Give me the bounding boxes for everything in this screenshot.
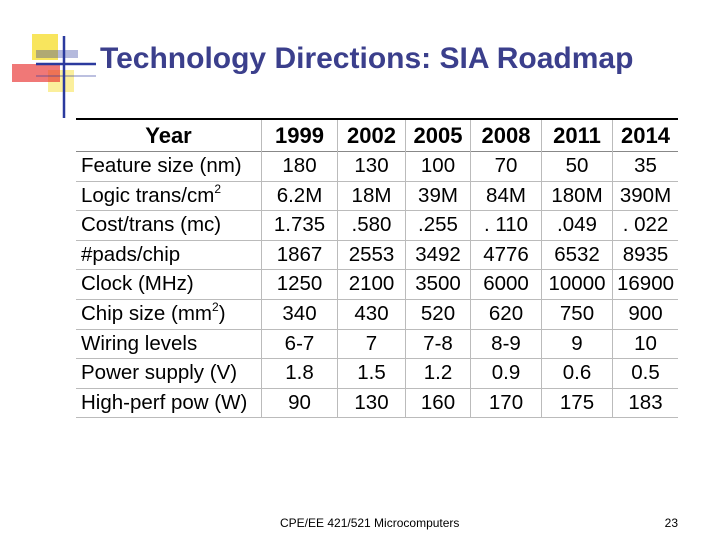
table-cell: 6-7	[261, 328, 338, 359]
row-label: #pads/chip	[76, 239, 262, 270]
slide-title: Technology Directions: SIA Roadmap	[100, 42, 634, 75]
table-header-row: Year 1999 2002 2005 2008 2011 2014	[76, 118, 678, 152]
table-cell: 1.8	[261, 358, 338, 389]
table-cell: 16900	[612, 269, 678, 300]
table-cell: 900	[612, 298, 678, 330]
table-cell: 10000	[541, 269, 613, 300]
row-label: Chip size (mm2)	[76, 298, 262, 330]
table-cell: 35	[612, 151, 678, 182]
table-row: Wiring levels 6-7 7 7-8 8-9 9 10	[76, 328, 678, 359]
table-cell: 160	[405, 387, 471, 419]
table-cell: . 110	[470, 210, 542, 241]
table-cell: 100	[405, 151, 471, 182]
header-cell-year: Year	[76, 118, 262, 152]
table-cell: 390M	[612, 180, 678, 211]
table-row: High-perf pow (W) 90 130 160 170 175 183	[76, 387, 678, 419]
table-row: Feature size (nm) 180 130 100 70 50 35	[76, 151, 678, 182]
table-cell: 0.5	[612, 358, 678, 389]
table-cell: 180M	[541, 180, 613, 211]
table-cell: 8-9	[470, 328, 542, 359]
table-row: Chip size (mm2) 340 430 520 620 750 900	[76, 298, 678, 330]
table-row: #pads/chip 1867 2553 3492 4776 6532 8935	[76, 239, 678, 270]
table-cell: . 022	[612, 210, 678, 241]
table-cell: 2553	[337, 239, 406, 270]
table-cell: 84M	[470, 180, 542, 211]
table-cell: .255	[405, 210, 471, 241]
table-cell: .580	[337, 210, 406, 241]
table-cell: 90	[261, 387, 338, 419]
table-cell: 50	[541, 151, 613, 182]
header-cell: 2005	[405, 118, 471, 152]
row-label: Power supply (V)	[76, 358, 262, 389]
table-cell: 170	[470, 387, 542, 419]
table-cell: 7-8	[405, 328, 471, 359]
table-cell: 1867	[261, 239, 338, 270]
table-row: Cost/trans (mc) 1.735 .580 .255 . 110 .0…	[76, 210, 678, 241]
table-cell: 620	[470, 298, 542, 330]
table-cell: 10	[612, 328, 678, 359]
row-label-text: Logic trans/cm	[81, 183, 215, 207]
table-cell: 6.2M	[261, 180, 338, 211]
row-label: Logic trans/cm2	[76, 180, 262, 211]
table-cell: 0.9	[470, 358, 542, 389]
row-label-text: Chip size (mm	[81, 301, 212, 325]
row-label: Clock (MHz)	[76, 269, 262, 300]
row-label-superscript: 2	[214, 181, 221, 196]
row-label: Wiring levels	[76, 328, 262, 359]
header-cell: 2011	[541, 118, 613, 152]
table-cell: 520	[405, 298, 471, 330]
table-cell: 18M	[337, 180, 406, 211]
row-label: High-perf pow (W)	[76, 387, 262, 419]
table-cell: 4776	[470, 239, 542, 270]
row-label: Feature size (nm)	[76, 151, 262, 182]
table-cell: 130	[337, 151, 406, 182]
slide-logo-icon	[12, 34, 96, 118]
header-cell: 2014	[612, 118, 678, 152]
table-cell: 8935	[612, 239, 678, 270]
table-cell: 130	[337, 387, 406, 419]
table-cell: 9	[541, 328, 613, 359]
header-cell: 2002	[337, 118, 406, 152]
table-cell: 183	[612, 387, 678, 419]
table-cell: 3500	[405, 269, 471, 300]
table-cell: 39M	[405, 180, 471, 211]
table-cell: .049	[541, 210, 613, 241]
table-cell: 6532	[541, 239, 613, 270]
table-cell: 70	[470, 151, 542, 182]
table-row: Clock (MHz) 1250 2100 3500 6000 10000 16…	[76, 269, 678, 300]
roadmap-table: Year 1999 2002 2005 2008 2011 2014 Featu…	[76, 118, 678, 419]
header-cell: 2008	[470, 118, 542, 152]
page-number: 23	[664, 516, 678, 530]
table-row: Logic trans/cm2 6.2M 18M 39M 84M 180M 39…	[76, 180, 678, 211]
table-cell: 1250	[261, 269, 338, 300]
roadmap-table-container: Year 1999 2002 2005 2008 2011 2014 Featu…	[76, 118, 678, 419]
table-cell: 1.5	[337, 358, 406, 389]
table-cell: 3492	[405, 239, 471, 270]
table-cell: 2100	[337, 269, 406, 300]
table-cell: 6000	[470, 269, 542, 300]
table-row: Power supply (V) 1.8 1.5 1.2 0.9 0.6 0.5	[76, 358, 678, 389]
table-cell: 1.735	[261, 210, 338, 241]
header-cell: 1999	[261, 118, 338, 152]
table-cell: 1.2	[405, 358, 471, 389]
table-cell: 175	[541, 387, 613, 419]
row-label-suffix: )	[218, 301, 226, 325]
table-cell: 0.6	[541, 358, 613, 389]
table-cell: 180	[261, 151, 338, 182]
row-label-superscript: 2	[212, 299, 219, 314]
slide-footer: CPE/EE 421/521 Microcomputers	[280, 516, 460, 530]
table-cell: 750	[541, 298, 613, 330]
table-cell: 7	[337, 328, 406, 359]
table-cell: 340	[261, 298, 338, 330]
row-label: Cost/trans (mc)	[76, 210, 262, 241]
table-cell: 430	[337, 298, 406, 330]
